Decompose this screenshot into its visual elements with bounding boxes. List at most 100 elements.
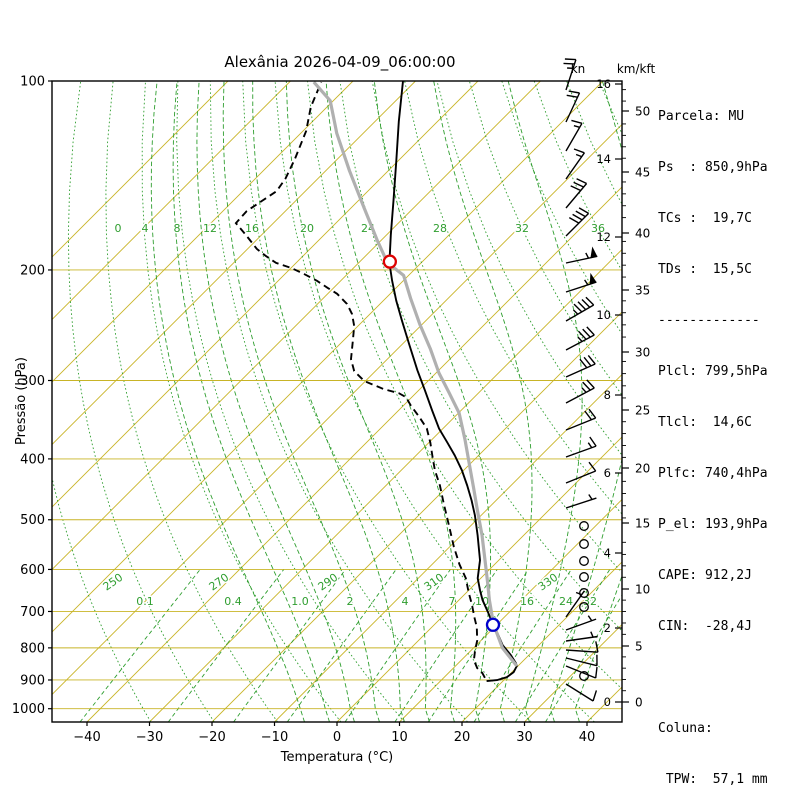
info-line: P_el: 193,9hPa (658, 517, 768, 532)
calm-wind-circle (579, 521, 589, 531)
pressure-tick-label: 900 (20, 673, 45, 688)
dewpoint-curve (234, 81, 486, 679)
temperature-tick-label: 0 (333, 730, 341, 745)
kft-tick-label: 50 (635, 105, 650, 119)
kft-tick-label: 45 (635, 166, 650, 180)
info-line: TDs : 15,5C (658, 262, 752, 277)
wind-barbs (563, 58, 599, 702)
info-line: ------------- (658, 313, 760, 328)
info-line: CIN: -28,4J (658, 619, 752, 634)
temperature-tick-label: 40 (579, 730, 596, 745)
x-axis-title: Temperatura (°C) (280, 750, 393, 765)
moist-adiabat-label: 8 (174, 222, 181, 235)
mixing-ratio-label: 2 (347, 595, 354, 608)
mixing-ratio-label: 24 (559, 595, 573, 608)
calm-wind-circle (579, 671, 589, 681)
wind-barb (565, 252, 598, 264)
temperature-tick-label: 20 (454, 730, 471, 745)
km-tick-label: 16 (596, 77, 611, 91)
dry-adiabat-label: 290 (316, 571, 341, 594)
wind-unit-label: kn (571, 62, 586, 76)
moist-adiabat-label: 20 (300, 222, 314, 235)
km-tick-label: 12 (596, 230, 611, 244)
moist-adiabat-label: 36 (591, 222, 605, 235)
dry-adiabat-label: 310 (422, 571, 447, 594)
info-line: Plcl: 799,5hPa (658, 364, 768, 379)
kft-tick-label: 20 (635, 462, 650, 476)
kft-tick-label: 5 (635, 640, 643, 654)
temperature-tick-label: −10 (261, 730, 288, 745)
km-tick-label: 4 (604, 546, 611, 560)
parcel-curve (312, 81, 519, 667)
moist-adiabat-label: 4 (142, 222, 149, 235)
info-line (658, 669, 768, 686)
info-line: CAPE: 912,2J (658, 568, 752, 583)
wind-barb (565, 654, 598, 667)
km-tick-label: 0 (604, 695, 611, 709)
moist-adiabat-lines (150, 81, 622, 722)
calm-wind-circle (579, 588, 589, 598)
moist-adiabat-label: 0 (115, 222, 122, 235)
moist-adiabat-label: 16 (245, 222, 259, 235)
km-tick-label: 8 (604, 388, 611, 402)
temperature-axis: −40 −30 −20 −10 0 10 20 30 40 (73, 722, 595, 745)
kft-tick-label: 40 (635, 227, 650, 241)
kft-tick-label: 0 (635, 696, 643, 710)
info-line: Ps : 850,9hPa (658, 160, 768, 175)
kft-tick-label: 30 (635, 346, 650, 360)
wind-barb (565, 296, 595, 322)
wind-barb (565, 631, 598, 642)
temperature-tick-label: −30 (136, 730, 163, 745)
temperature-tick-label: −20 (198, 730, 225, 745)
temperature-tick-label: −40 (73, 730, 100, 745)
mixing-ratio-lines (79, 569, 622, 722)
km-tick-label: 6 (604, 466, 611, 480)
moist-adiabat-label: 28 (433, 222, 447, 235)
km-tick-label: 14 (596, 152, 611, 166)
dry-adiabat-label: 250 (101, 571, 126, 594)
pressure-tick-label: 700 (20, 605, 45, 620)
info-line: Plfc: 740,4hPa (658, 466, 768, 481)
mixing-ratio-label: 7 (449, 595, 456, 608)
info-line: Parcela: MU (658, 109, 745, 124)
wind-barb (565, 379, 595, 404)
mixing-ratio-label: 0.4 (224, 595, 242, 608)
pressure-gridlines (52, 81, 622, 710)
wind-barb (565, 461, 597, 484)
wind-barb (565, 207, 590, 237)
temperature-tick-label: 30 (516, 730, 533, 745)
wind-barb (565, 494, 597, 509)
calm-wind-circle (579, 539, 589, 549)
pressure-tick-label: 200 (20, 263, 45, 278)
wind-barb (565, 119, 583, 152)
pressure-tick-label: 300 (20, 374, 45, 389)
pressure-tick-label: 100 (20, 75, 45, 90)
calm-wind-circle (579, 556, 589, 566)
km-tick-label: 10 (596, 308, 611, 322)
wind-barb-pennant (590, 246, 598, 258)
chart-title: Alexânia 2026-04-09_06:00:00 (224, 53, 455, 72)
calm-wind-circle (579, 572, 589, 582)
wind-barb (563, 58, 577, 91)
wind-barb (565, 408, 597, 431)
wind-barb (565, 641, 599, 653)
calm-wind-circle (579, 602, 589, 612)
info-line: TCs : 19,7C (658, 211, 752, 226)
wind-barb (565, 326, 595, 351)
mixing-ratio-label: 1.0 (291, 595, 309, 608)
mixing-ratio-label: 32 (583, 595, 597, 608)
kft-tick-label: 35 (635, 284, 650, 298)
pressure-tick-label: 600 (20, 563, 45, 578)
mixing-ratio-label: 16 (520, 595, 534, 608)
el-marker (382, 254, 397, 269)
wind-barb (565, 436, 597, 458)
moist-adiabat-label: 32 (515, 222, 529, 235)
dry-adiabat-label: 330 (536, 571, 561, 594)
temperature-tick-label: 10 (391, 730, 408, 745)
mixing-ratio-label: 0.1 (136, 595, 154, 608)
km-tick-label: 2 (604, 621, 611, 635)
dry-adiabat-lines (52, 81, 622, 722)
